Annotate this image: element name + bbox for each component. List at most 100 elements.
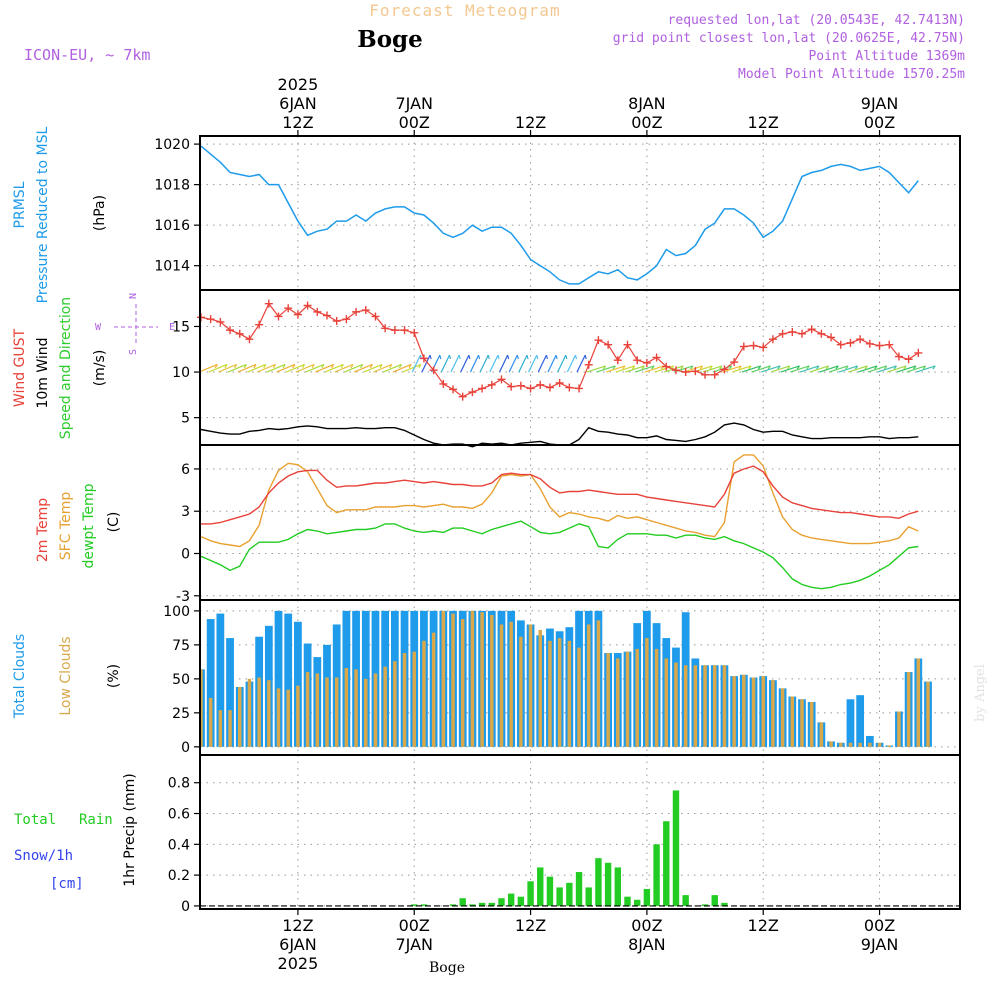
gust-marker <box>410 328 419 337</box>
low-cloud-bar <box>771 680 775 747</box>
low-cloud-bar <box>480 612 484 747</box>
low-clouds-label: Low Clouds <box>58 636 74 715</box>
wind-direction-arrowhead <box>874 365 878 370</box>
rain-bar <box>449 904 457 906</box>
low-cloud-bar <box>751 677 756 747</box>
low-cloud-bar <box>858 742 862 747</box>
low-cloud-bar <box>490 614 494 747</box>
pressure-label-msl: Pressure Reduced to MSL <box>35 126 51 303</box>
bottom-time-label: 12Z <box>748 916 779 935</box>
low-cloud-bar <box>519 636 523 747</box>
low-cloud-bar <box>722 665 727 747</box>
pressure-label-prmsl: PRMSL <box>12 181 28 228</box>
pressure-line <box>200 145 919 285</box>
clouds-ytick-label: 75 <box>172 638 190 654</box>
gust-marker <box>274 312 283 321</box>
total-cloud-bar <box>846 699 855 747</box>
wind-direction-arrowhead <box>429 354 432 360</box>
gust-marker <box>468 388 477 397</box>
low-cloud-bar <box>499 624 504 747</box>
precip-ytick-label: 0.6 <box>168 807 190 823</box>
wind-direction-arrowhead <box>282 364 286 369</box>
total-cloud-bar <box>206 619 215 747</box>
wind-direction-arrowhead <box>806 365 810 370</box>
gust-marker <box>303 301 312 310</box>
product-title: Forecast Meteogram <box>369 1 560 20</box>
wind-direction-arrowhead <box>651 365 655 370</box>
low-cloud-bar <box>344 667 349 747</box>
wind-direction-arrowhead <box>854 365 859 370</box>
wind-direction-arrowhead <box>234 364 238 369</box>
gust-marker <box>788 327 797 336</box>
wind-direction-arrowhead <box>526 354 529 360</box>
low-cloud-bar <box>557 638 562 747</box>
wind-direction-arrow <box>518 354 528 373</box>
wind-direction-arrowhead <box>787 365 791 370</box>
low-cloud-bar <box>683 665 688 747</box>
low-cloud-bar <box>373 673 378 747</box>
gust-marker <box>352 307 361 316</box>
gust-marker <box>206 315 215 324</box>
wind-direction-arrow <box>324 363 344 373</box>
wind-direction-arrow <box>285 363 305 373</box>
low-cloud-bar <box>383 666 387 747</box>
wind-direction-arrowhead <box>913 365 917 370</box>
model-altitude: Model Point Altitude 1570.25m <box>738 67 965 82</box>
gust-marker <box>807 325 816 334</box>
compass-n: N <box>128 293 139 299</box>
low-cloud-bar <box>567 640 572 747</box>
compass-e: E <box>169 322 175 333</box>
wind-direction-arrow <box>208 363 228 373</box>
wind-border <box>199 289 961 446</box>
low-cloud-bar <box>616 658 620 747</box>
pressure-ytick-label: 1016 <box>154 218 190 234</box>
low-cloud-bar <box>577 647 581 747</box>
wind-direction-arrow <box>479 354 489 373</box>
gust-label: Wind GUST <box>12 328 28 407</box>
low-cloud-bar <box>208 697 213 747</box>
wind-direction-arrow <box>867 365 887 373</box>
gust-marker <box>846 338 855 347</box>
wind-direction-arrow <box>411 354 421 373</box>
wind-direction-arrowhead <box>331 364 335 369</box>
gust-marker <box>526 384 535 393</box>
low-cloud-bar <box>402 653 407 747</box>
rain-bar <box>478 902 486 906</box>
low-cloud-bar <box>305 672 310 747</box>
gust-marker <box>478 384 487 393</box>
low-cloud-bar <box>509 621 513 747</box>
wind-direction-arrow <box>469 354 480 373</box>
wind-direction-arrowhead <box>292 364 296 369</box>
gust-marker <box>584 360 593 369</box>
wind-direction-arrow <box>625 365 645 373</box>
low-cloud-bar <box>693 665 698 747</box>
wind-direction-arrow <box>450 354 460 373</box>
watermark: by Angel <box>973 664 988 722</box>
wind-direction-arrowhead <box>757 365 762 370</box>
gust-marker <box>652 353 661 362</box>
low-cloud-bar <box>829 741 833 747</box>
rain-bar <box>721 902 728 906</box>
wind-direction-arrowhead <box>631 365 636 370</box>
wind-direction-arrowhead <box>272 364 276 369</box>
gust-marker <box>730 358 739 367</box>
wind-direction-arrowhead <box>709 365 713 370</box>
low-cloud-bar <box>470 610 475 747</box>
gust-marker <box>458 392 467 401</box>
wind-direction-arrow <box>566 354 577 373</box>
requested-coords: requested lon,lat (20.0543E, 42.7413N) <box>668 13 965 28</box>
precip-ytick-label: 0.8 <box>168 776 190 792</box>
wind-direction-arrowhead <box>893 365 897 370</box>
gust-marker <box>429 366 438 375</box>
rain-bar <box>469 904 476 906</box>
precip-border <box>199 754 961 910</box>
wind-direction-arrowhead <box>458 354 461 360</box>
gust-marker <box>720 365 729 374</box>
top-time-label: 8JAN <box>628 94 666 113</box>
rain-bar <box>537 867 544 906</box>
low-cloud-bar <box>286 689 290 747</box>
wind-direction-arrow <box>916 365 936 373</box>
wind-ytick-label: 15 <box>172 319 190 335</box>
top-time-label: 7JAN <box>395 94 433 113</box>
low-cloud-bar <box>742 674 746 747</box>
